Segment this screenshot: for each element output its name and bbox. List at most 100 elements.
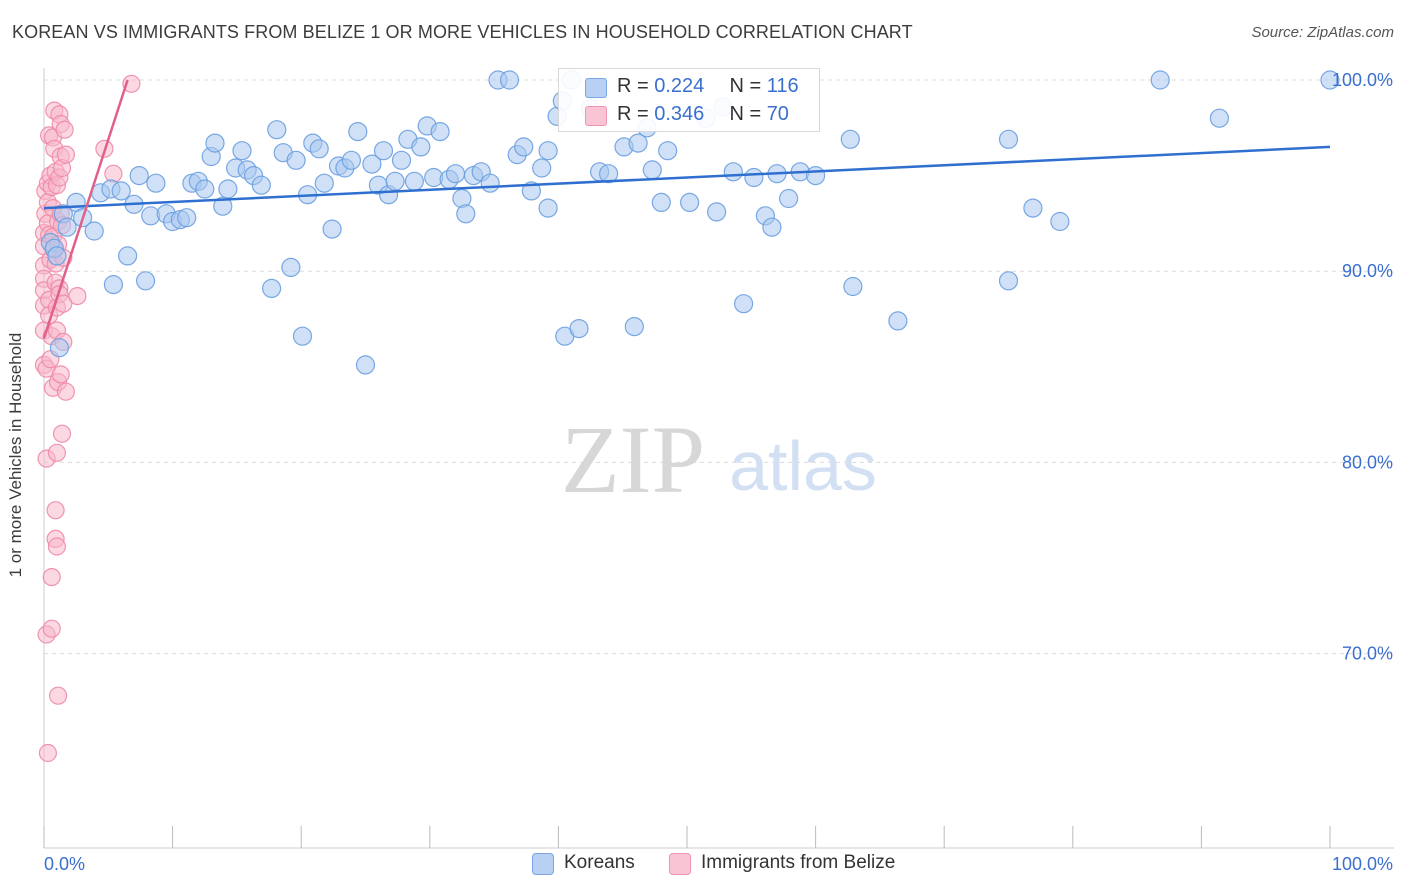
koreans-point-44: [314, 173, 334, 193]
watermark-zip: ZIP: [561, 406, 705, 513]
koreans-point-107: [843, 276, 863, 297]
koreans-point-112: [1050, 211, 1070, 232]
koreans-point-12: [103, 275, 124, 295]
series-swatch-belize: [669, 853, 691, 875]
y-tick-label-3: 100.0%: [1332, 70, 1393, 90]
belize-point-26: [42, 567, 61, 587]
koreans-point-45: [322, 219, 342, 239]
koreans-point-5: [57, 217, 77, 237]
belize-point-63: [55, 120, 74, 139]
koreans-point-43: [309, 139, 329, 159]
belize-point-66: [68, 287, 87, 306]
koreans-point-111: [998, 129, 1019, 149]
koreans-point-109: [998, 271, 1019, 291]
koreans-point-49: [348, 122, 368, 142]
koreans-point-88: [628, 133, 648, 153]
legend-swatch-koreans: [585, 78, 607, 98]
legend-swatch-belize: [585, 106, 607, 126]
watermark-atlas: atlas: [729, 427, 877, 505]
series-swatch-koreans: [532, 853, 554, 875]
koreans-point-16: [136, 271, 156, 291]
x-tick-label-1: 100.0%: [1332, 854, 1393, 874]
koreans-point-11: [111, 181, 131, 201]
axes: [43, 68, 1394, 849]
legend-r-value-koreans: 0.224: [654, 75, 705, 97]
koreans-point-103: [778, 188, 799, 209]
koreans-point-75: [532, 158, 552, 178]
belize-trend-line: [42, 79, 129, 339]
koreans-point-38: [281, 257, 301, 277]
koreans-point-34: [251, 175, 271, 195]
y-tick-label-2: 90.0%: [1342, 261, 1393, 281]
koreans-point-59: [411, 137, 431, 157]
koreans-point-53: [373, 141, 394, 161]
koreans-point-48: [341, 150, 361, 170]
koreans-point-56: [391, 150, 412, 170]
belize-point-65: [56, 382, 76, 401]
koreans-point-73: [514, 137, 534, 157]
koreans-point-15: [129, 166, 149, 186]
koreans-point-51: [362, 154, 382, 174]
koreans-point-114: [1209, 108, 1230, 128]
y-tick-label-1: 80.0%: [1342, 452, 1393, 472]
koreans-point-82: [569, 319, 589, 339]
y-axis-label: 1 or more Vehicles in Household: [6, 332, 25, 578]
koreans-point-28: [213, 196, 233, 216]
koreans-point-115: [1320, 70, 1340, 90]
koreans-point-66: [456, 204, 476, 224]
koreans-point-8: [84, 221, 104, 241]
belize-point-68: [104, 164, 123, 183]
koreans-point-71: [499, 70, 520, 90]
koreans-point-87: [624, 317, 644, 337]
koreans-point-31: [232, 141, 252, 161]
legend-n-value-koreans: 116: [766, 75, 799, 97]
legend-text-belize: R = 0.346 N = 70: [617, 103, 789, 126]
koreans-point-35: [262, 278, 282, 298]
koreans-point-39: [286, 150, 306, 170]
koreans-point-99: [744, 167, 764, 188]
koreans-point-3: [49, 338, 70, 358]
x-tick-label-0: 0.0%: [44, 854, 85, 874]
koreans-point-110: [1023, 198, 1043, 218]
source-label: Source: ZipAtlas.com: [1251, 24, 1394, 41]
watermark: ZIP atlas: [561, 406, 877, 513]
koreans-point-22: [177, 208, 197, 228]
legend-n-value-belize: 70: [766, 103, 789, 125]
koreans-point-29: [218, 179, 238, 199]
trend-lines: [42, 79, 1331, 339]
koreans-point-105: [805, 166, 826, 186]
belize-point-64: [56, 145, 76, 164]
koreans-point-90: [642, 160, 662, 180]
koreans-point-91: [651, 192, 671, 212]
chart-title: KOREAN VS IMMIGRANTS FROM BELIZE 1 OR MO…: [12, 22, 913, 42]
series-legend-label-belize: Immigrants from Belize: [701, 852, 896, 873]
belize-point-59: [52, 424, 72, 443]
belize-point-48: [48, 686, 68, 705]
legend-r-label: R =: [617, 103, 649, 125]
koreans-point-50: [355, 355, 376, 375]
belize-point-44: [47, 537, 67, 556]
belize-point-16: [38, 743, 58, 763]
belize-point-27: [42, 619, 61, 638]
koreans-point-108: [888, 311, 908, 331]
koreans-point-74: [521, 181, 542, 201]
koreans-point-58: [404, 171, 424, 191]
koreans-point-64: [445, 164, 466, 184]
tick-labels: 70.0% 80.0% 90.0% 100.0% 0.0% 100.0%: [44, 70, 1393, 874]
belize-point-43: [47, 443, 67, 462]
series-legend-label-koreans: Koreans: [564, 852, 635, 873]
koreans-point-36: [267, 120, 287, 140]
koreans-point-101: [762, 217, 782, 237]
legend-text-koreans: R = 0.224 N = 116: [617, 75, 799, 98]
koreans-point-113: [1150, 70, 1170, 90]
legend-r-label: R =: [617, 75, 649, 97]
koreans-point-85: [598, 164, 619, 184]
belize-point-38: [46, 501, 65, 520]
koreans-point-62: [430, 122, 450, 142]
y-tick-label-0: 70.0%: [1342, 644, 1393, 664]
koreans-point-76: [538, 141, 558, 161]
koreans-trend-line: [43, 145, 1331, 210]
koreans-point-27: [205, 133, 225, 153]
koreans-point-98: [733, 294, 754, 314]
